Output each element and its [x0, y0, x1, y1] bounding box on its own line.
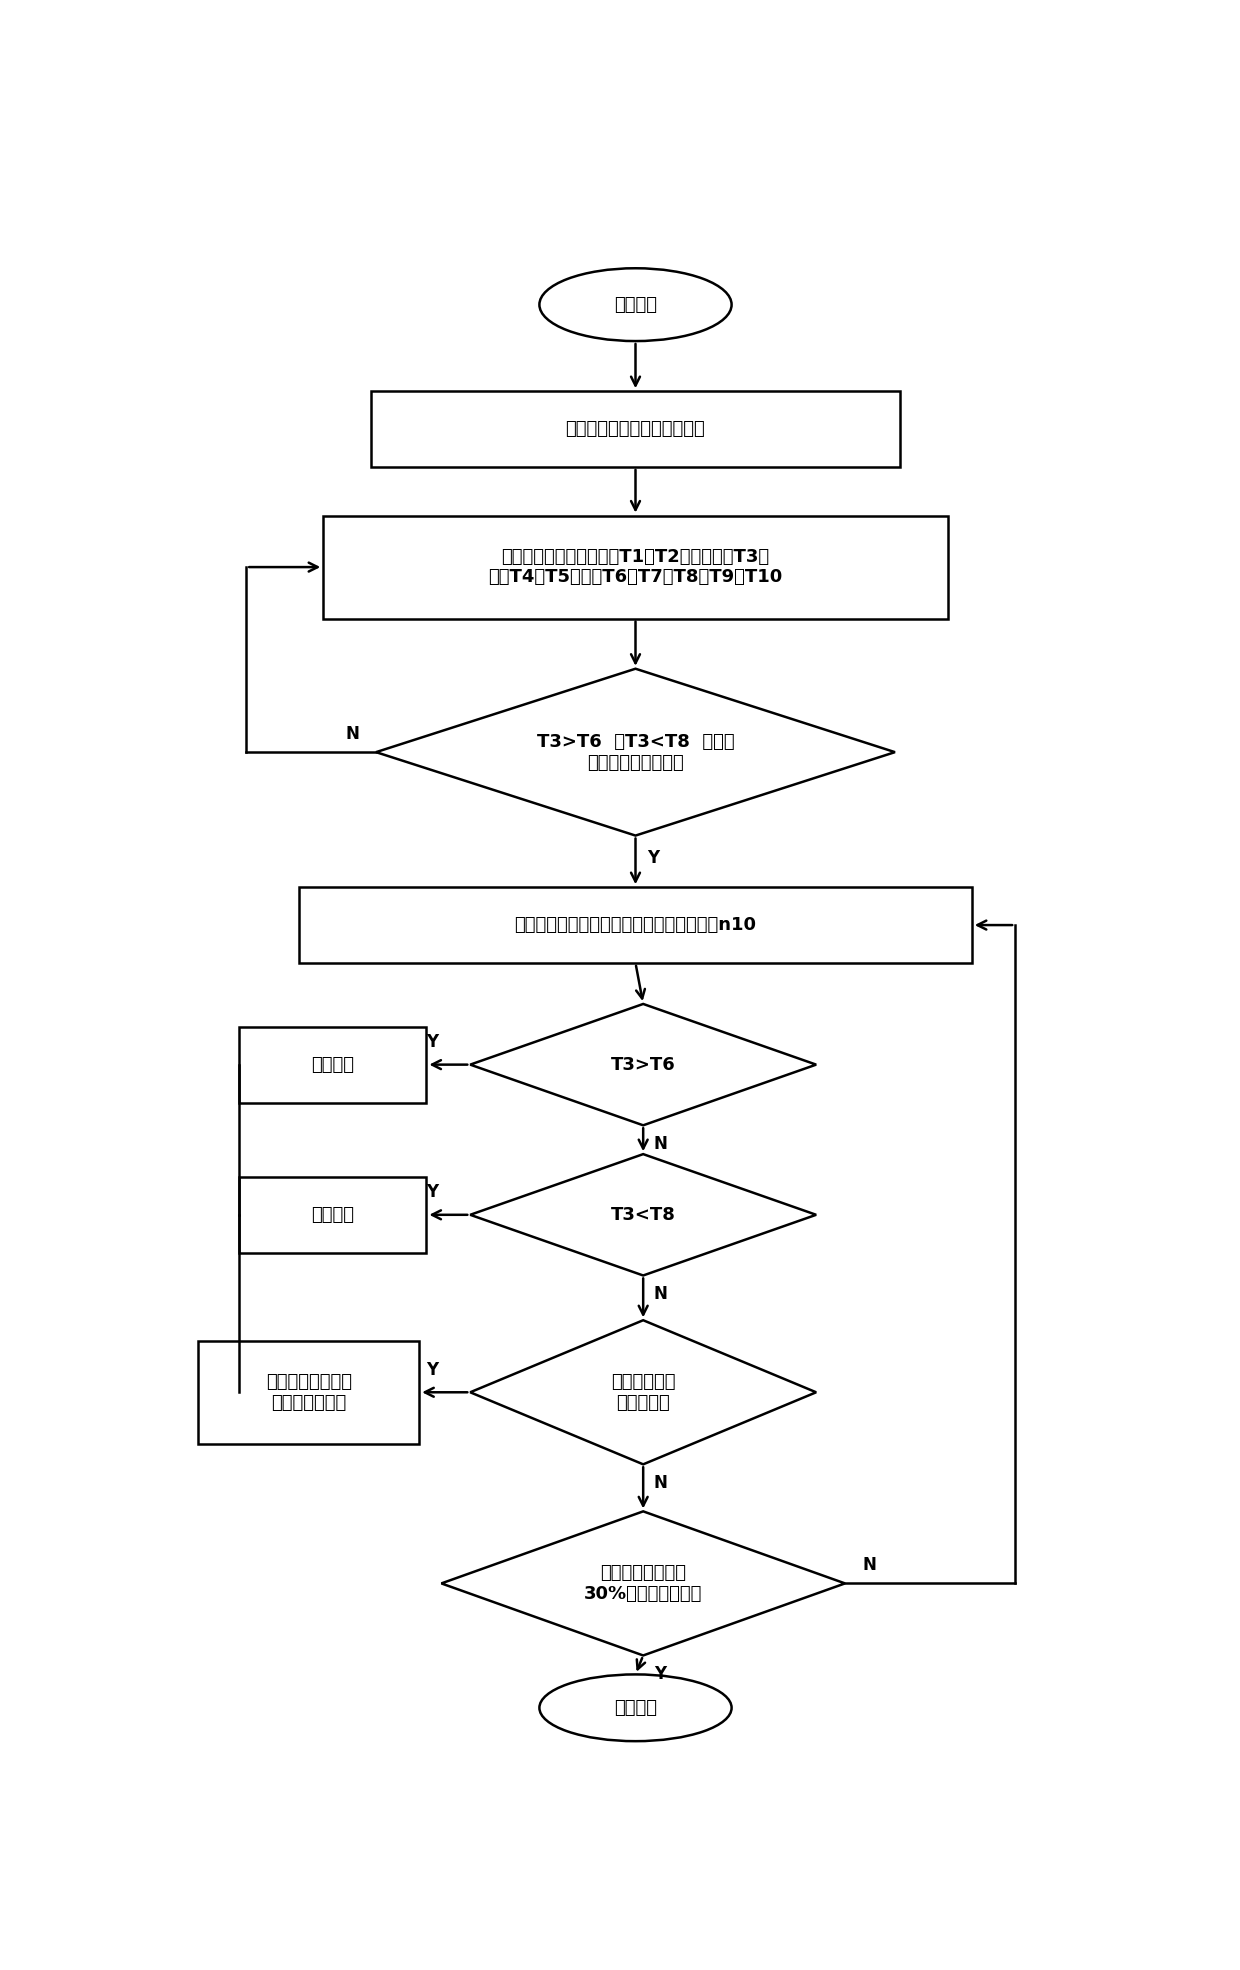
Text: T3>T6: T3>T6	[611, 1056, 676, 1074]
Text: Y: Y	[647, 849, 658, 867]
Text: 系统进入循环模式，开启电子水泵且转速为n10: 系统进入循环模式，开启电子水泵且转速为n10	[515, 916, 756, 934]
Text: N: N	[653, 1474, 667, 1491]
Bar	[299, 886, 972, 963]
Text: 电池剩余电量低于
30%或整车高压下电: 电池剩余电量低于 30%或整车高压下电	[584, 1564, 702, 1604]
Text: N: N	[653, 1284, 667, 1302]
Text: 接收电池各单体温度以及T1、T2，并计算出T3，
采集T4和T5，设置T6、T7、T8、T9和T10: 接收电池各单体温度以及T1、T2，并计算出T3， 采集T4和T5，设置T6、T7…	[489, 548, 782, 587]
Text: N: N	[862, 1556, 875, 1574]
Text: 系统关闭: 系统关闭	[614, 1698, 657, 1716]
Text: 制冷模式: 制冷模式	[311, 1056, 355, 1074]
Text: 水冷机组唤醒并进入等待模式: 水冷机组唤醒并进入等待模式	[565, 420, 706, 437]
Text: Y: Y	[425, 1361, 438, 1379]
Text: Y: Y	[425, 1184, 438, 1202]
Text: T3<T8: T3<T8	[611, 1206, 676, 1223]
Text: N: N	[653, 1135, 667, 1152]
Text: 电池单体温差
超过设定值: 电池单体温差 超过设定值	[611, 1373, 676, 1412]
Text: Y: Y	[655, 1665, 667, 1682]
Bar	[324, 516, 947, 619]
Bar	[239, 1026, 427, 1103]
Bar	[198, 1342, 419, 1444]
Text: N: N	[345, 725, 358, 743]
Text: Y: Y	[425, 1032, 438, 1050]
Text: 系统上电: 系统上电	[614, 296, 657, 313]
Bar	[239, 1176, 427, 1253]
Text: T3>T6  或T3<T8  或电池
单体温差超过设定值: T3>T6 或T3<T8 或电池 单体温差超过设定值	[537, 733, 734, 772]
Bar	[371, 392, 900, 467]
Text: 制热模式: 制热模式	[311, 1206, 355, 1223]
Text: 电子水泵和冷凝风
扇全部高速运转: 电子水泵和冷凝风 扇全部高速运转	[265, 1373, 352, 1412]
